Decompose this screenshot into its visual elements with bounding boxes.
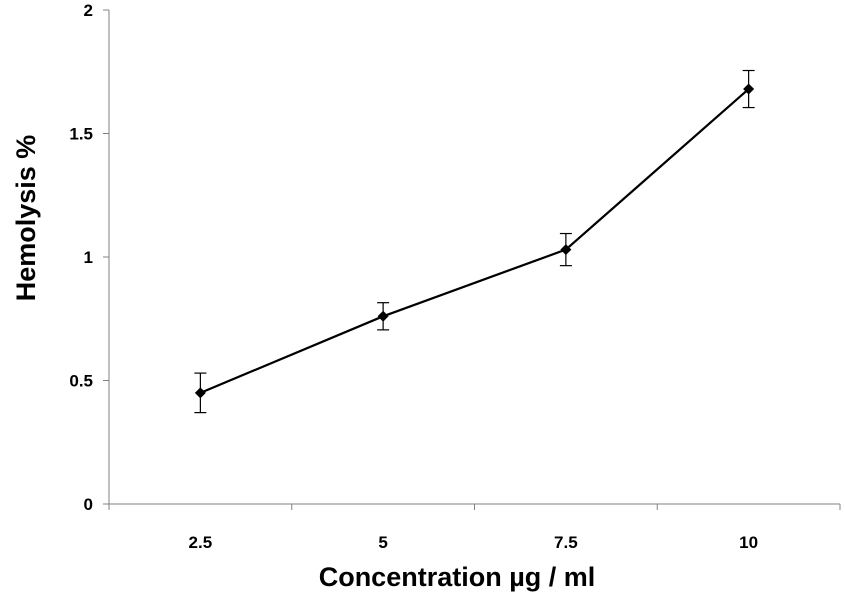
data-point-marker <box>194 387 206 399</box>
series-line <box>199 88 750 394</box>
plot-area <box>194 69 755 414</box>
y-tick-label: 1 <box>84 248 93 267</box>
x-tick-label: 10 <box>739 533 758 552</box>
y-axis: 0 0.5 1 1.5 2 <box>69 1 110 514</box>
data-point-marker <box>377 310 389 322</box>
x-axis: 2.5 5 7.5 10 <box>108 503 841 552</box>
x-tick-label: 2.5 <box>189 533 213 552</box>
x-tick-label: 5 <box>378 533 387 552</box>
y-tick-label: 2 <box>84 1 93 20</box>
y-tick-label: 1.5 <box>69 125 93 144</box>
x-tick-label: 7.5 <box>554 533 578 552</box>
x-axis-title: Concentration µg / ml <box>319 562 596 592</box>
y-tick-label: 0.5 <box>69 372 93 391</box>
data-point-marker <box>743 83 755 95</box>
y-axis-title: Hemolysis % <box>11 135 41 302</box>
data-point-marker <box>560 244 572 256</box>
y-tick-label: 0 <box>84 495 93 514</box>
